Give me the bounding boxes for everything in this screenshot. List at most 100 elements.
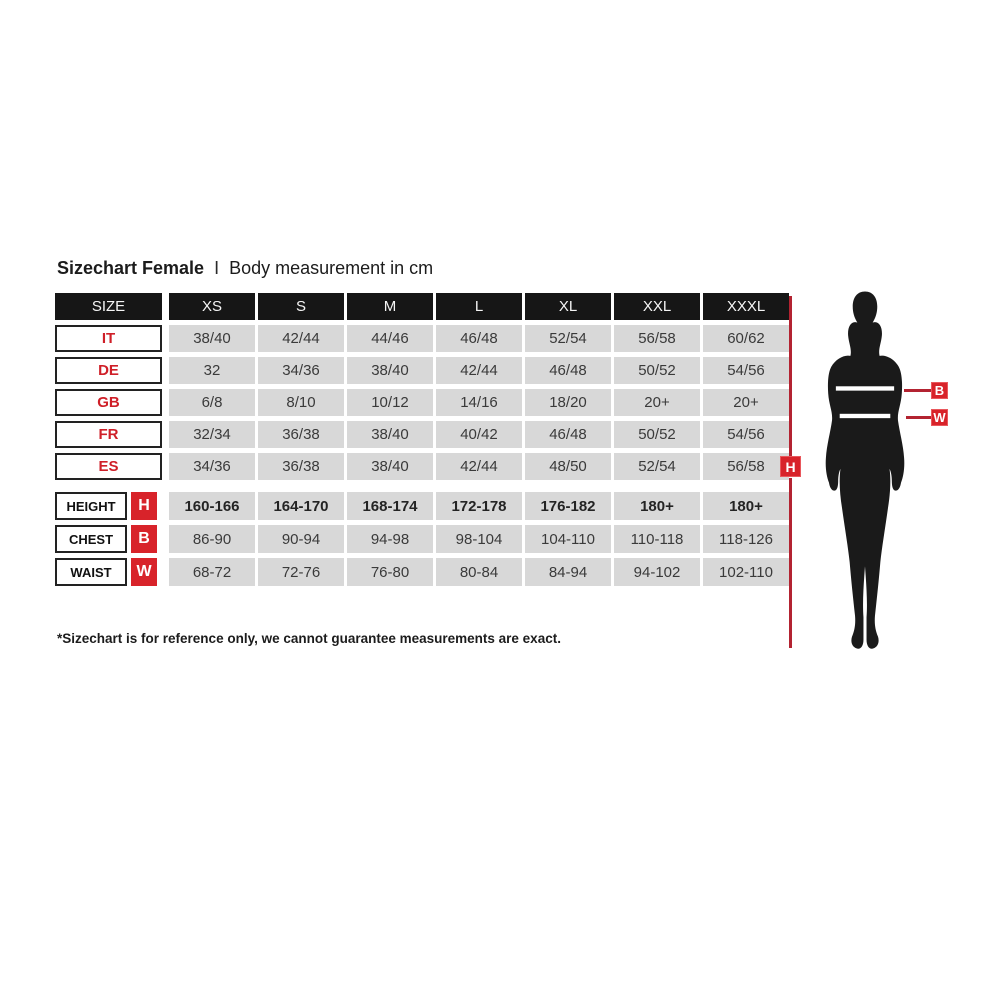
table-section-gap (55, 485, 789, 492)
table-cell: 76-80 (347, 558, 433, 586)
column-header-s: S (258, 293, 344, 320)
table-cell: 60/62 (703, 325, 789, 352)
measure-label-group: CHEST B (55, 525, 162, 553)
measure-label-chest: CHEST (55, 525, 127, 553)
table-cell: 38/40 (169, 325, 255, 352)
table-row-es: ES 34/36 36/38 38/40 42/44 48/50 52/54 5… (55, 453, 789, 480)
table-row-fr: FR 32/34 36/38 38/40 40/42 46/48 50/52 5… (55, 421, 789, 448)
country-label-es: ES (55, 453, 162, 480)
figure-waist-badge: W (931, 409, 948, 426)
female-silhouette-image (825, 291, 905, 649)
table-cell: 42/44 (436, 453, 522, 480)
column-header-xl: XL (525, 293, 611, 320)
table-cell: 18/20 (525, 389, 611, 416)
table-cell: 46/48 (525, 421, 611, 448)
height-measure-line-top (789, 296, 792, 456)
size-table: SIZE XS S M L XL XXL XXXL IT 38/40 42/44… (55, 293, 789, 591)
table-row-height: HEIGHT H 160-166 164-170 168-174 172-178… (55, 492, 789, 520)
table-cell: 98-104 (436, 525, 522, 553)
table-cell: 40/42 (436, 421, 522, 448)
table-cell: 14/16 (436, 389, 522, 416)
table-cell: 32 (169, 357, 255, 384)
table-cell: 20+ (614, 389, 700, 416)
table-row-chest: CHEST B 86-90 90-94 94-98 98-104 104-110… (55, 525, 789, 553)
column-header-xs: XS (169, 293, 255, 320)
country-label-fr: FR (55, 421, 162, 448)
table-row-waist: WAIST W 68-72 72-76 76-80 80-84 84-94 94… (55, 558, 789, 586)
table-cell: 102-110 (703, 558, 789, 586)
table-cell: 42/44 (258, 325, 344, 352)
table-cell: 54/56 (703, 421, 789, 448)
footnote: *Sizechart is for reference only, we can… (57, 631, 561, 646)
bust-pointer-line (904, 389, 931, 392)
title-subtitle: Body measurement in cm (229, 258, 434, 278)
table-cell: 50/52 (614, 357, 700, 384)
column-header-xxl: XXL (614, 293, 700, 320)
figure-height-badge: H (780, 456, 801, 477)
table-cell: 20+ (703, 389, 789, 416)
waist-pointer-line (906, 416, 931, 419)
table-cell: 34/36 (169, 453, 255, 480)
height-measure-line-bottom (789, 478, 792, 648)
table-cell: 164-170 (258, 492, 344, 520)
table-cell: 180+ (614, 492, 700, 520)
table-cell: 180+ (703, 492, 789, 520)
table-cell: 56/58 (703, 453, 789, 480)
table-cell: 172-178 (436, 492, 522, 520)
column-header-xxxl: XXXL (703, 293, 789, 320)
measure-label-height: HEIGHT (55, 492, 127, 520)
column-header-size: SIZE (55, 293, 162, 320)
country-label-it: IT (55, 325, 162, 352)
table-cell: 94-102 (614, 558, 700, 586)
column-header-m: M (347, 293, 433, 320)
table-cell: 118-126 (703, 525, 789, 553)
measure-label-waist: WAIST (55, 558, 127, 586)
table-cell: 46/48 (525, 357, 611, 384)
title-separator: I (214, 258, 220, 278)
table-cell: 56/58 (614, 325, 700, 352)
table-cell: 54/56 (703, 357, 789, 384)
table-cell: 94-98 (347, 525, 433, 553)
table-cell: 168-174 (347, 492, 433, 520)
table-cell: 36/38 (258, 453, 344, 480)
table-cell: 8/10 (258, 389, 344, 416)
height-badge: H (131, 492, 157, 520)
table-cell: 104-110 (525, 525, 611, 553)
title-main: Sizechart Female (57, 258, 205, 278)
table-cell: 38/40 (347, 453, 433, 480)
table-cell: 68-72 (169, 558, 255, 586)
measure-label-group: HEIGHT H (55, 492, 162, 520)
table-cell: 48/50 (525, 453, 611, 480)
table-row-de: DE 32 34/36 38/40 42/44 46/48 50/52 54/5… (55, 357, 789, 384)
table-cell: 38/40 (347, 421, 433, 448)
column-header-l: L (436, 293, 522, 320)
page-title: Sizechart Female I Body measurement in cm (57, 258, 433, 279)
waist-line (839, 413, 891, 419)
table-cell: 46/48 (436, 325, 522, 352)
table-cell: 90-94 (258, 525, 344, 553)
table-cell: 6/8 (169, 389, 255, 416)
chest-badge: B (131, 525, 157, 553)
table-cell: 160-166 (169, 492, 255, 520)
table-cell: 42/44 (436, 357, 522, 384)
table-cell: 44/46 (347, 325, 433, 352)
table-cell: 34/36 (258, 357, 344, 384)
table-cell: 84-94 (525, 558, 611, 586)
table-row-it: IT 38/40 42/44 44/46 46/48 52/54 56/58 6… (55, 325, 789, 352)
country-label-gb: GB (55, 389, 162, 416)
table-cell: 52/54 (614, 453, 700, 480)
table-cell: 10/12 (347, 389, 433, 416)
table-cell: 80-84 (436, 558, 522, 586)
table-header-row: SIZE XS S M L XL XXL XXXL (55, 293, 789, 320)
measure-label-group: WAIST W (55, 558, 162, 586)
country-label-de: DE (55, 357, 162, 384)
table-cell: 52/54 (525, 325, 611, 352)
table-cell: 50/52 (614, 421, 700, 448)
table-row-gb: GB 6/8 8/10 10/12 14/16 18/20 20+ 20+ (55, 389, 789, 416)
table-cell: 32/34 (169, 421, 255, 448)
table-cell: 38/40 (347, 357, 433, 384)
waist-badge: W (131, 558, 157, 586)
figure-bust-badge: B (931, 382, 948, 399)
table-cell: 86-90 (169, 525, 255, 553)
